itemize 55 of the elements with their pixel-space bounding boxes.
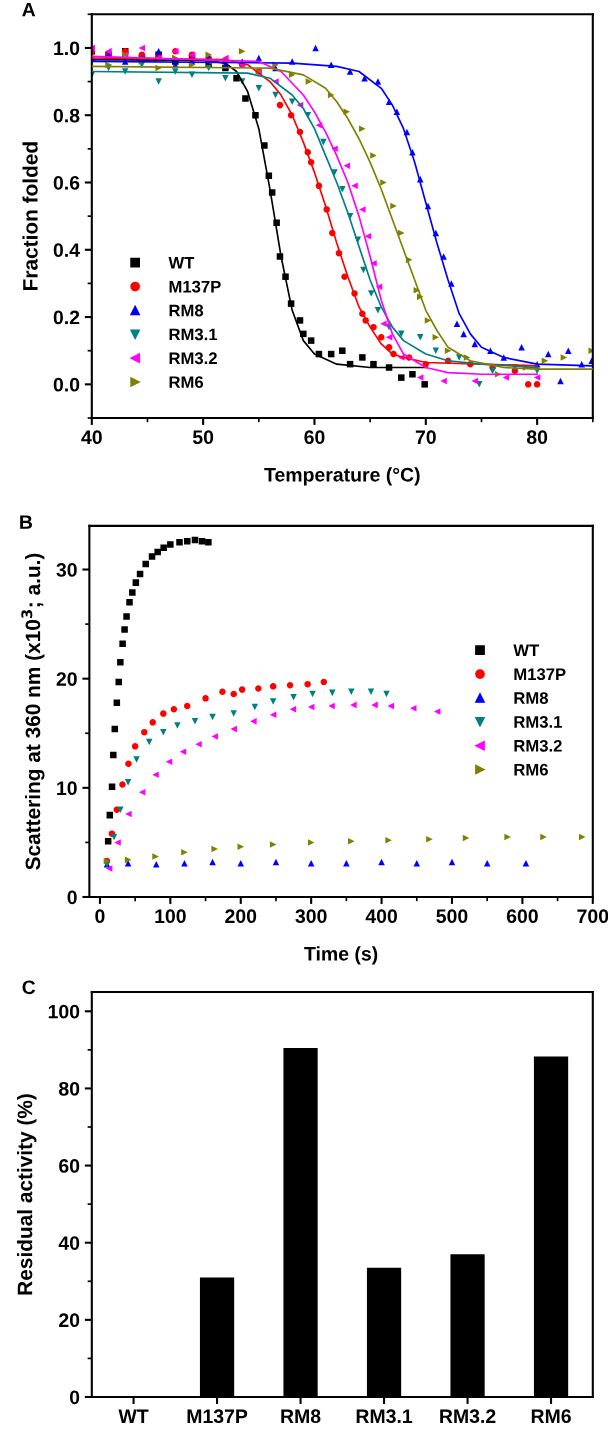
legend-label: RM3.1 <box>514 716 562 728</box>
x-tick-label: 600 <box>506 909 538 924</box>
legend-label: RM8 <box>514 692 549 704</box>
legend-label: RM8 <box>169 304 204 317</box>
x-tick-label: 700 <box>577 909 608 924</box>
x-tick-label: 200 <box>225 909 257 924</box>
x-tick-label: 80 <box>526 430 548 445</box>
x-tick-label: 400 <box>365 909 397 924</box>
y-tick-label: 0.8 <box>53 108 80 123</box>
y-tick-label: 80 <box>58 1081 80 1096</box>
x-tick-label: 500 <box>436 909 468 924</box>
x-axis-title: Temperature (°C) <box>264 467 420 486</box>
y-axis-title: Residual activity (%) <box>17 1094 37 1295</box>
y-tick-label: 40 <box>58 1236 80 1250</box>
x-tick-label: RM3.1 <box>356 1409 413 1424</box>
y-tick-label: 100 <box>48 1004 80 1019</box>
legend-label: M137P <box>169 280 221 293</box>
text: A <box>22 2 36 17</box>
x-tick-label: WT <box>118 1409 149 1423</box>
y-tick-label: 1.0 <box>54 41 80 56</box>
y-axis-title: Scattering at 360 nm (x10$^{3}$; a.u.) <box>21 553 45 870</box>
x-tick-label: 100 <box>155 909 186 924</box>
x-tick-label: 0 <box>95 909 105 924</box>
y-tick-label: 20 <box>59 1313 80 1328</box>
x-tick-label: M137P <box>187 1409 248 1424</box>
y-tick-label: 0.6 <box>53 175 80 190</box>
x-tick-label: 60 <box>304 430 325 445</box>
x-tick-label: RM6 <box>531 1409 571 1424</box>
y-tick-label: 0 <box>69 1390 80 1405</box>
x-tick-label: RM8 <box>281 1409 321 1424</box>
y-tick-label: 30 <box>56 563 77 577</box>
legend-label: WT <box>168 257 195 269</box>
y-tick-label: 0.2 <box>53 310 80 325</box>
legend-label: RM6 <box>514 763 548 776</box>
legend-label: RM3.2 <box>514 739 562 752</box>
legend-label: WT <box>513 644 540 657</box>
y-tick-label: 60 <box>59 1159 80 1173</box>
x-tick-label: 40 <box>81 430 102 445</box>
y-axis-title: Fraction folded <box>22 142 38 290</box>
x-axis-title: Time (s) <box>304 946 378 965</box>
legend-label: RM3.2 <box>169 352 217 365</box>
text: B <box>20 515 33 529</box>
x-tick-label: 50 <box>192 430 214 445</box>
y-tick-label: 20 <box>56 672 77 686</box>
y-tick-label: 0.0 <box>53 377 80 392</box>
text: C <box>22 980 36 995</box>
x-tick-label: RM3.2 <box>440 1409 496 1424</box>
x-tick-label: 300 <box>295 909 327 924</box>
legend-label: RM3.1 <box>169 328 218 341</box>
y-tick-label: 0 <box>67 890 77 905</box>
x-tick-label: 70 <box>415 430 436 445</box>
legend-label: M137P <box>514 668 566 681</box>
y-tick-label: 0.4 <box>53 243 80 258</box>
y-tick-label: 10 <box>57 781 77 796</box>
legend-label: RM6 <box>169 376 204 389</box>
